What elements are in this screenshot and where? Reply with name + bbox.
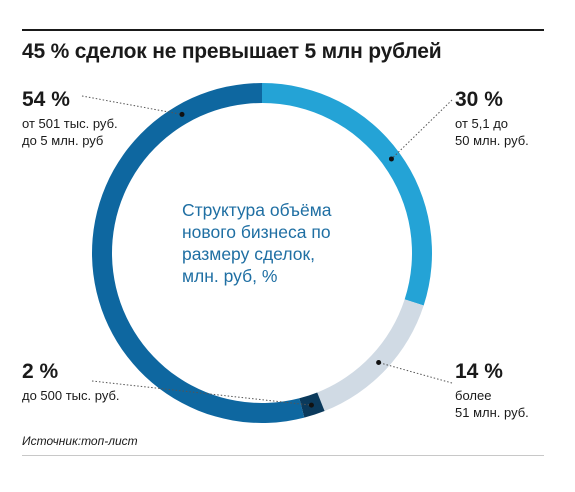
callout-percent: 54 %	[22, 88, 70, 111]
leader-line	[81, 95, 183, 115]
callout-percent: 30 %	[455, 88, 503, 111]
center-label-line: млн. руб, %	[182, 266, 278, 286]
callout-percent: 2 %	[22, 360, 59, 383]
donut-slice	[317, 299, 424, 412]
center-label: Структура объёма нового бизнеса по разме…	[182, 199, 382, 287]
leader-dot	[308, 402, 314, 408]
callout-54: 54 % от 501 тыс. руб. до 5 млн. руб	[22, 88, 118, 149]
callout-14: 14 % более 51 млн. руб.	[455, 360, 529, 421]
center-label-line: Структура объёма	[182, 200, 332, 220]
callout-2: 2 % до 500 тыс. руб.	[22, 360, 120, 404]
callout-text: до 5 млн. руб	[22, 133, 104, 148]
callout-text: более	[455, 388, 492, 403]
leader-dot	[179, 111, 185, 117]
donut-slice	[262, 83, 432, 306]
callout-percent: 14 %	[455, 360, 503, 383]
callout-text: от 5,1 до	[455, 116, 509, 131]
leader-dot	[376, 360, 382, 366]
center-label-line: размеру сделок,	[182, 244, 315, 264]
callout-text: 50 млн. руб.	[455, 133, 529, 148]
callout-text: 51 млн. руб.	[455, 405, 529, 420]
leader-line	[378, 362, 453, 384]
callout-text: до 500 тыс. руб.	[22, 388, 120, 403]
center-label-line: нового бизнеса по	[182, 222, 331, 242]
source-note: Источник:топ-лист	[22, 434, 138, 448]
leader-dot	[388, 156, 394, 162]
callout-text: от 501 тыс. руб.	[22, 116, 118, 131]
top-rule	[22, 29, 544, 31]
leader-line	[391, 99, 453, 160]
callout-30: 30 % от 5,1 до 50 млн. руб.	[455, 88, 529, 149]
bottom-rule	[22, 455, 544, 456]
chart-title: 45 % сделок не превышает 5 млн рублей	[22, 40, 442, 63]
